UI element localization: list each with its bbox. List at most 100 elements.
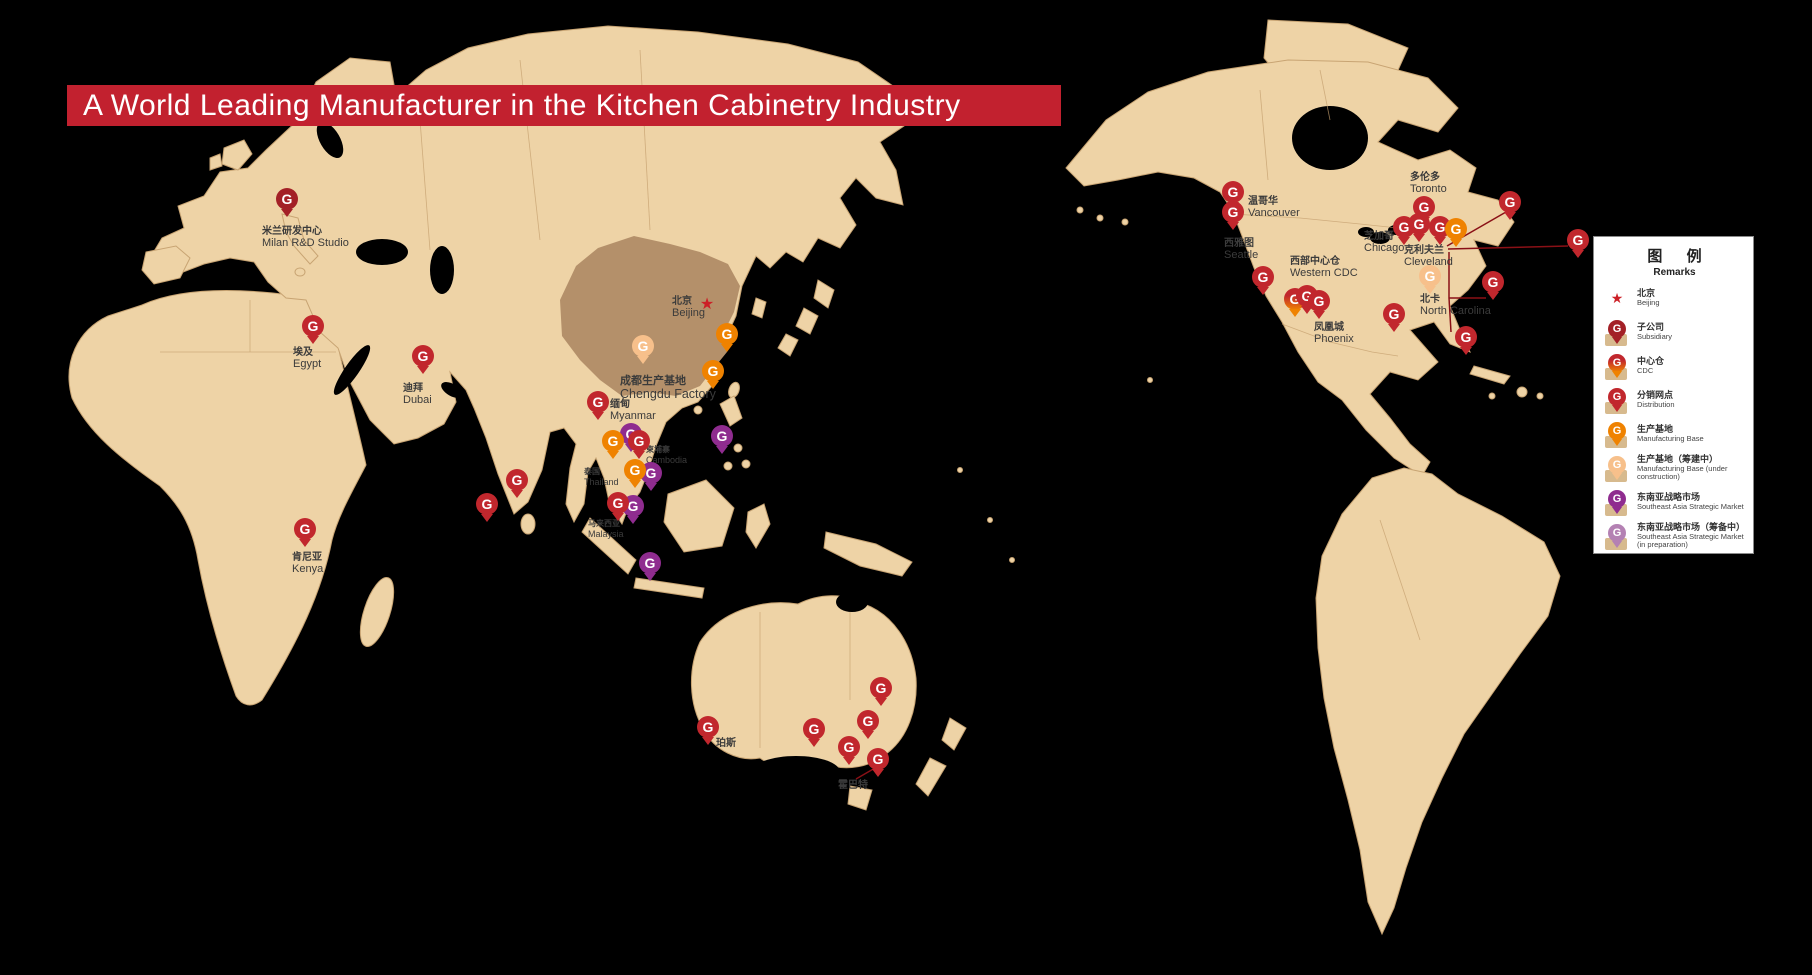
map-label: 凤凰城 Phoenix [1314,322,1354,346]
legend-item: G 分销网点 Distribution [1602,386,1747,414]
legend-item: G 生产基地（筹建中） Manufacturing Base (under cons… [1602,454,1747,483]
legend-item: ★ 北京 Beijing [1602,284,1747,312]
map-pin-icon-distribution: G [412,345,434,374]
legend-label-en: Southeast Asia Strategic Market (in prep… [1637,531,1744,550]
map-pin-icon-distribution: G [867,748,889,777]
map-label: 北京 Beijing [672,296,706,320]
map-pin-icon-manufacturing_uc: G [1419,265,1441,294]
map-label: 泰国 Thailand [584,467,619,487]
legend-label-en: Beijing [1637,298,1660,308]
map-pin-icon-distribution: G [294,518,316,547]
legend-icon: ★ [1602,284,1632,312]
map-pin-icon-sea: G [639,552,661,581]
legend-subtitle: Remarks [1653,267,1696,278]
map-pin-icon-sea: G [711,425,733,454]
map-pin-icon-distribution: G [697,716,719,745]
map-pin-icon-distribution: G [1383,303,1405,332]
map-label: 柬埔寨 Cambodia [646,445,688,465]
map-pin-icon-manufacturing: G [702,360,724,389]
map-pin-icon-distribution: G [1482,271,1504,300]
map-pin-icon-distribution: G [476,493,498,522]
map-pin-icon-distribution: G [1567,229,1589,258]
legend-swatch [1605,470,1627,483]
map-pin-icon-distribution: G [803,718,825,747]
beijing-star-icon: ★ [699,296,715,313]
legend-swatch [1605,402,1627,414]
banner-title: A World Leading Manufacturer in the Kitc… [83,88,961,122]
map-pin-icon-distribution: G [1296,285,1318,314]
legend-label-en: Manufacturing Base [1637,434,1704,444]
map-label: 霍巴特 [838,780,868,791]
legend-label-zh: 东南亚战略市场（筹备中） [1637,522,1746,533]
legend-swatch [1605,368,1627,380]
legend-label-zh: 北京 [1637,288,1656,299]
map-pin-icon-sea: G [620,423,642,452]
legend-items: ★ 北京 Beijing G 子公司 Subsidiary G 中心仓 CDC G 分销网点 Dist… [1602,284,1747,551]
legend-icon: G [1602,420,1632,448]
map-pin-icon-distribution: G [1408,213,1430,242]
legend: 图 例 Remarks ★ 北京 Beijing G 子公司 Subsidiary G 中心仓… [1593,236,1754,554]
map-pin-icon-distribution: G [506,469,528,498]
map-label: 芝加哥 Chicago [1364,231,1405,255]
legend-label-zh: 分销网点 [1637,390,1674,401]
water-bodies [316,106,1404,788]
legend-item: G 东南亚战略市场 Southeast Asia Strategic Market [1602,488,1747,517]
map-pin-icon-distribution: G [1393,216,1415,245]
legend-item: G 东南亚战略市场（筹备中） Southeast Asia Strategic Ma… [1602,522,1747,551]
map-label: 温哥华 Vancouver [1248,196,1300,220]
legend-item: G 中心仓 CDC [1602,352,1747,380]
legend-icon: G [1602,386,1632,414]
legend-swatch [1605,334,1627,346]
map-label: 多伦多 Toronto [1410,172,1447,196]
map-label: 马来西亚 Malaysia [588,519,624,539]
map-label: 迪拜 Dubai [403,383,432,407]
map-label: 米兰研发中心 Milan R&D Studio [262,226,349,250]
legend-label-en: Subsidiary [1637,332,1673,342]
china-region [560,236,740,396]
map-pin-icon-distribution: G [838,736,860,765]
legend-swatch [1605,504,1627,517]
map-pin-icon-distribution: G [870,677,892,706]
legend-label-en: Southeast Asia Strategic Market [1637,502,1744,512]
legend-label-zh: 中心仓 [1637,356,1665,367]
map-pin-icon-distribution: G [1222,201,1244,230]
map-pin-icon-distribution: G [628,430,650,459]
legend-star-icon: ★ [1610,290,1624,306]
map-label: 肯尼亚 Kenya [292,552,324,576]
map-label: 埃及 Egypt [293,347,322,371]
legend-title: 图 例 [1647,248,1712,265]
legend-label-zh: 东南亚战略市场 [1637,492,1701,503]
map-label: 西雅图 Seattle [1224,238,1259,262]
map-pin-icon-distribution: G [1252,266,1274,295]
map-label: 缅甸 Myanmar [610,399,656,423]
legend-label-zh: 生产基地（筹建中） [1637,454,1719,464]
map-pin-icon-distribution: G [1308,290,1330,319]
legend-item: G 子公司 Subsidiary [1602,318,1747,346]
map-pin-icon-subsidiary: G [276,188,298,217]
map-label: 北卡 North Carolina [1420,294,1491,318]
legend-label-en: CDC [1637,366,1654,376]
title-banner: A World Leading Manufacturer in the Kitc… [67,85,1061,126]
legend-icon: G [1602,352,1632,380]
legend-icon: G [1602,488,1632,517]
map-pin-icon-distribution: G [607,492,629,521]
map-pin-icon-distribution: G [1455,326,1477,355]
legend-label-en: Distribution [1637,400,1675,410]
legend-swatch [1605,538,1627,551]
legend-label-en: Manufacturing Base (under construction) [1637,463,1728,482]
map-pin-icon-distribution: G [857,710,879,739]
map-pin-icon-manufacturing: G [624,459,646,488]
map-pin-icon-distribution: G [1499,191,1521,220]
map-pin-icon-distribution: G [1222,181,1244,210]
map-pin-icon-manufacturing: G [602,430,624,459]
map-pin-icon-sea: G [622,495,644,524]
country-borders [160,49,1421,748]
legend-icon: G [1602,454,1632,483]
legend-label-zh: 生产基地 [1637,424,1674,435]
legend-label-zh: 子公司 [1637,322,1665,333]
map-label: 珀斯 [716,738,736,749]
